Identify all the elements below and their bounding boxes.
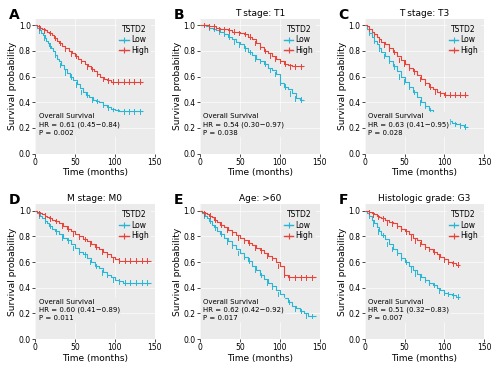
Title: T stage: T1: T stage: T1 [234,9,285,18]
Legend: Low, High: Low, High [282,23,316,57]
Text: B: B [174,8,184,22]
X-axis label: Time (months): Time (months) [226,354,292,363]
Text: Overall Survival
HR = 0.51 (0.32−0.83)
P = 0.007: Overall Survival HR = 0.51 (0.32−0.83) P… [368,299,449,321]
X-axis label: Time (months): Time (months) [62,168,128,177]
X-axis label: Time (months): Time (months) [392,168,458,177]
Y-axis label: Survival probability: Survival probability [8,42,18,130]
Title: Histologic grade: G3: Histologic grade: G3 [378,194,470,203]
X-axis label: Time (months): Time (months) [226,168,292,177]
Title: Age: >60: Age: >60 [238,194,281,203]
Text: D: D [8,193,20,207]
Text: Overall Survival
HR = 0.62 (0.42−0.92)
P = 0.017: Overall Survival HR = 0.62 (0.42−0.92) P… [204,299,284,321]
X-axis label: Time (months): Time (months) [392,354,458,363]
X-axis label: Time (months): Time (months) [62,354,128,363]
Y-axis label: Survival probability: Survival probability [173,227,182,316]
Y-axis label: Survival probability: Survival probability [173,42,182,130]
Legend: Low, High: Low, High [282,208,316,243]
Legend: Low, High: Low, High [117,23,151,57]
Text: Overall Survival
HR = 0.60 (0.41−0.89)
P = 0.011: Overall Survival HR = 0.60 (0.41−0.89) P… [38,299,119,321]
Legend: Low, High: Low, High [447,23,480,57]
Y-axis label: Survival probability: Survival probability [338,42,347,130]
Title: M stage: M0: M stage: M0 [68,194,122,203]
Y-axis label: Survival probability: Survival probability [8,227,18,316]
Text: C: C [338,8,348,22]
Text: E: E [174,193,183,207]
Title: T stage: T3: T stage: T3 [400,9,450,18]
Legend: Low, High: Low, High [447,208,480,243]
Text: Overall Survival
HR = 0.61 (0.45−0.84)
P = 0.002: Overall Survival HR = 0.61 (0.45−0.84) P… [38,113,119,136]
Text: F: F [338,193,348,207]
Text: Overall Survival
HR = 0.54 (0.30−0.97)
P = 0.038: Overall Survival HR = 0.54 (0.30−0.97) P… [204,113,284,136]
Text: Overall Survival
HR = 0.63 (0.41−0.95)
P = 0.028: Overall Survival HR = 0.63 (0.41−0.95) P… [368,113,449,136]
Text: A: A [8,8,20,22]
Y-axis label: Survival probability: Survival probability [338,227,347,316]
Legend: Low, High: Low, High [117,208,151,243]
